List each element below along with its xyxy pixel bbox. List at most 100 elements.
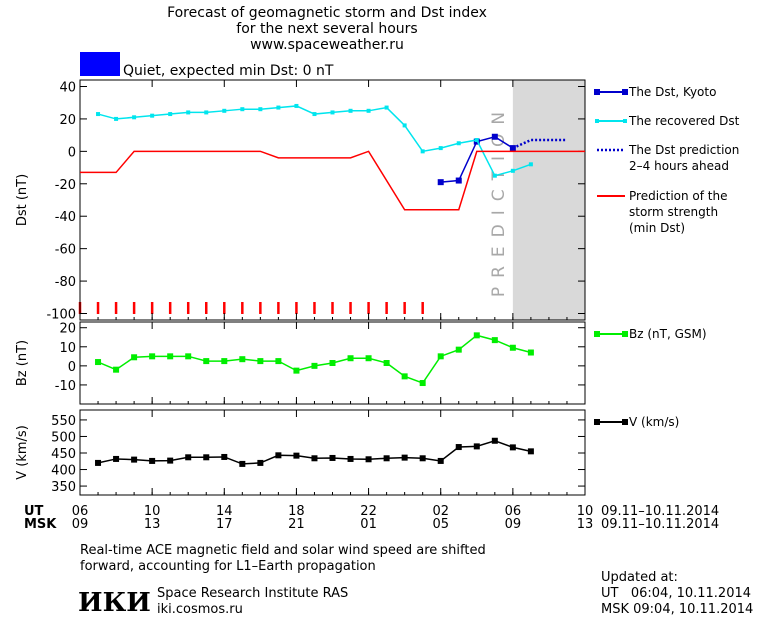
point — [384, 105, 389, 110]
series-line — [97, 334, 532, 384]
x-tick-label: 05 — [432, 517, 449, 532]
point — [510, 168, 515, 173]
x-tick-label: 14 — [216, 504, 233, 519]
point — [365, 355, 372, 362]
point — [132, 115, 137, 120]
point — [204, 110, 209, 115]
legend-label: Bz (nT, GSM) — [629, 327, 707, 341]
point — [113, 455, 120, 462]
x-tick-label: 01 — [360, 517, 377, 532]
point — [149, 353, 156, 360]
point — [402, 123, 407, 128]
point — [275, 358, 282, 365]
legend-marker — [594, 419, 600, 425]
point — [491, 437, 498, 444]
point — [185, 454, 192, 461]
legend-marker — [622, 331, 628, 337]
point — [491, 337, 498, 344]
y-tick-label: 0 — [68, 360, 76, 375]
point — [383, 360, 390, 366]
x-tick-label: 09 — [72, 517, 89, 532]
point — [455, 177, 462, 184]
updated: Updated at: — [601, 570, 678, 585]
point — [455, 444, 462, 451]
y-tick-label: 20 — [59, 113, 76, 128]
point — [294, 103, 299, 108]
point — [149, 457, 156, 464]
y-tick-label: 0 — [68, 145, 76, 160]
point — [186, 110, 191, 115]
status-swatch — [80, 52, 120, 76]
legend-marker — [594, 331, 600, 337]
x-tick-label: 10 — [144, 504, 161, 519]
point — [347, 455, 354, 462]
y-tick-label: 40 — [59, 80, 76, 95]
y-tick-label: 550 — [51, 414, 76, 429]
point — [95, 459, 102, 466]
title-line: for the next several hours — [236, 21, 417, 37]
point — [329, 454, 336, 461]
x-tick-label: 22 — [360, 504, 377, 519]
point — [131, 354, 138, 361]
point — [203, 358, 210, 365]
series-line — [512, 138, 567, 150]
point — [383, 455, 390, 462]
point — [167, 457, 174, 464]
point — [96, 112, 101, 117]
point — [420, 149, 425, 154]
date-range: 09.11–10.11.2014 — [601, 504, 719, 519]
point — [347, 355, 354, 362]
updated: MSK 09:04, 10.11.2014 — [601, 602, 753, 617]
title-line: www.spaceweather.ru — [250, 37, 404, 53]
point — [203, 454, 210, 461]
y-tick-label: 10 — [59, 341, 76, 356]
legend-label: The recovered Dst — [628, 114, 740, 128]
point — [474, 138, 479, 142]
legend-label: V (km/s) — [629, 415, 679, 429]
x-tick-label: 06 — [505, 504, 522, 519]
point — [239, 356, 246, 363]
point — [311, 455, 318, 462]
point — [311, 362, 318, 369]
y-tick-label: 500 — [51, 430, 76, 445]
legend-label: The Dst, Kyoto — [628, 85, 716, 99]
institute: Space Research Institute RAS — [157, 586, 348, 601]
legend-marker — [594, 89, 600, 95]
y-axis-label: V (km/s) — [15, 425, 30, 480]
x-tick-label: 02 — [432, 504, 449, 519]
y-tick-label: -80 — [55, 275, 76, 290]
y-axis-label: Dst (nT) — [15, 174, 30, 226]
point — [473, 332, 480, 339]
point — [437, 179, 444, 186]
point — [114, 116, 119, 121]
point — [366, 108, 371, 113]
x-tick-label: 09 — [505, 517, 522, 532]
point — [221, 358, 228, 365]
logo: ИКИ — [78, 588, 151, 618]
point — [527, 448, 534, 455]
series-line — [80, 150, 585, 211]
prediction-shade — [512, 80, 585, 320]
point — [185, 353, 192, 360]
legend-marker — [622, 419, 628, 425]
point — [419, 380, 426, 387]
point — [275, 452, 282, 459]
point — [348, 108, 353, 113]
x-tick-label: 06 — [72, 504, 89, 519]
point — [528, 162, 533, 167]
point — [222, 108, 227, 113]
updated: UT 06:04, 10.11.2014 — [601, 586, 751, 601]
point — [492, 173, 497, 178]
date-range: 09.11–10.11.2014 — [601, 517, 719, 532]
point — [167, 353, 174, 360]
point — [365, 456, 372, 463]
y-tick-label: -40 — [55, 210, 76, 225]
prediction-label: PREDICTION — [489, 103, 509, 297]
point — [473, 443, 480, 450]
plot-frame — [79, 409, 586, 496]
point — [168, 112, 173, 117]
point — [221, 453, 228, 460]
legend-marker — [623, 119, 627, 123]
point — [509, 444, 516, 451]
